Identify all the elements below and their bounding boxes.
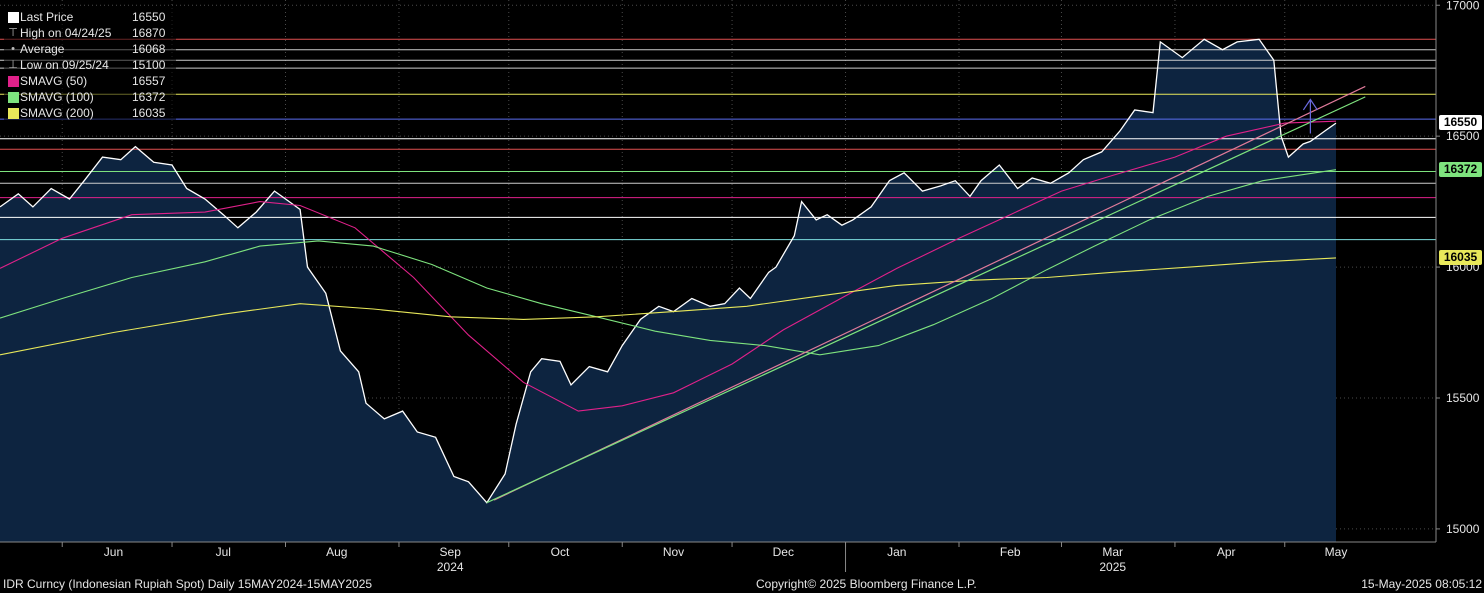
x-tick-label: Dec: [773, 545, 794, 559]
x-tick-label: Aug: [326, 545, 347, 559]
up-arrow-icon: [1302, 98, 1318, 134]
legend-item: ⊤ High on 04/24/25 16870: [6, 25, 172, 41]
y-tick-label: 17000: [1446, 0, 1480, 12]
legend-label: SMAVG (50): [20, 74, 88, 88]
legend-label: SMAVG (100): [20, 90, 94, 104]
legend-low-icon: ⊥: [8, 59, 18, 71]
legend-swatch: [6, 91, 20, 103]
legend-value: 16068: [132, 42, 166, 56]
legend-item: • Average 16068: [6, 41, 172, 57]
legend-value: 16035: [132, 106, 166, 120]
legend-value: 16372: [132, 90, 166, 104]
legend-item: SMAVG (200) 16035: [6, 105, 172, 121]
legend-label: SMAVG (200): [20, 106, 94, 120]
x-tick-label: Feb: [1000, 545, 1021, 559]
legend-value: 16550: [132, 10, 166, 24]
legend-label: Average: [20, 42, 65, 56]
smavg-line-1: [0, 120, 1337, 412]
legend-avg-icon: •: [11, 43, 15, 55]
trendlines: [486, 85, 1366, 504]
smavg-line-2: [0, 169, 1337, 356]
legend-swatch: [6, 11, 20, 23]
legend-value: 15100: [132, 58, 166, 72]
value-badge: 16372: [1439, 161, 1482, 177]
legend-item: Last Price 16550: [6, 9, 172, 25]
value-badge: 16035: [1439, 249, 1482, 265]
legend-label: Low on 09/25/24: [20, 58, 109, 72]
y-tick-label: 15000: [1446, 522, 1480, 536]
legend-value: 16557: [132, 74, 166, 88]
legend-label: Last Price: [20, 10, 74, 24]
price-area-fill: [0, 39, 1336, 543]
legend-high-icon: ⊤: [8, 27, 18, 39]
footer-timestamp: 15-May-2025 08:05:12: [1361, 577, 1482, 591]
legend-swatch: [6, 75, 20, 87]
x-tick-label: Sep: [440, 545, 462, 559]
footer-security: IDR Curncy (Indonesian Rupiah Spot) Dail…: [3, 577, 373, 591]
x-tick-label: Apr: [1217, 545, 1236, 559]
legend-item: SMAVG (50) 16557: [6, 73, 172, 89]
y-tick-label: 15500: [1446, 391, 1480, 405]
trendline: [486, 96, 1366, 504]
x-tick-label: Jan: [887, 545, 906, 559]
legend-value: 16870: [132, 26, 166, 40]
value-badge: 16550: [1439, 115, 1482, 131]
price-area: [0, 39, 1336, 543]
legend-label: High on 04/24/25: [20, 26, 112, 40]
horizontal-lines: [0, 38, 1436, 241]
x-tick-label: Nov: [663, 545, 684, 559]
series-lines: [0, 38, 1337, 504]
y-tick-label: 16500: [1446, 129, 1480, 143]
year-label: 2025: [1099, 560, 1126, 574]
legend-swatch: [6, 107, 20, 119]
smavg-line-3: [0, 257, 1337, 356]
x-tick-label: May: [1325, 545, 1348, 559]
last-price-line: [0, 38, 1337, 504]
footer-copyright: Copyright© 2025 Bloomberg Finance L.P.: [756, 577, 977, 591]
legend-item: ⊥ Low on 09/25/24 15100: [6, 57, 172, 73]
x-tick-label: Jun: [104, 545, 123, 559]
trendline: [493, 85, 1366, 501]
x-tick-label: Mar: [1102, 545, 1123, 559]
x-tick-label: Oct: [551, 545, 570, 559]
year-label: 2024: [437, 560, 464, 574]
legend-item: SMAVG (100) 16372: [6, 89, 172, 105]
x-tick-label: Jul: [216, 545, 231, 559]
legend: Last Price 16550 ⊤ High on 04/24/25 16870 • Av…: [4, 8, 176, 123]
